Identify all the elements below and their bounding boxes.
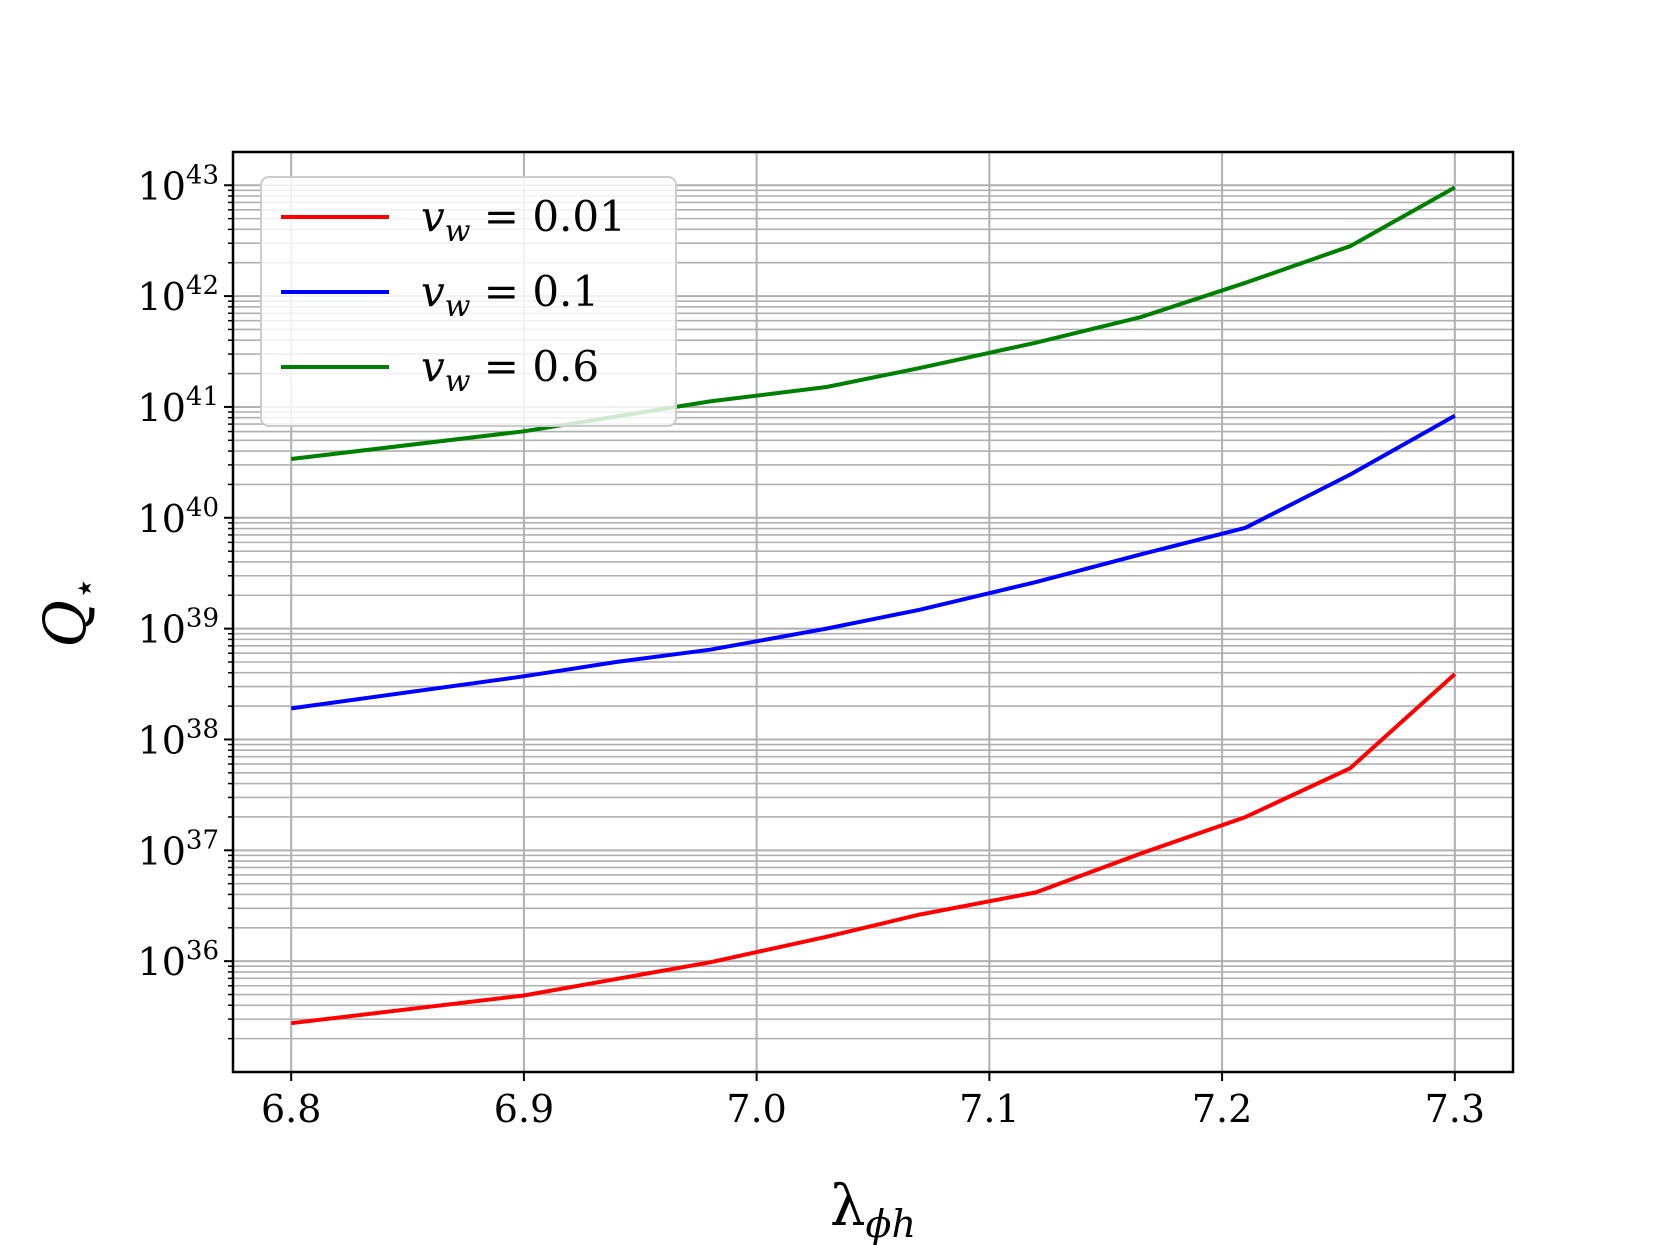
x-axis-label: λϕh [830, 1174, 916, 1245]
y-tick-label: 1037 [138, 825, 219, 873]
legend-label: vw = 0.1 [421, 267, 599, 324]
y-tick-label: 1038 [138, 714, 219, 762]
legend-label: vw = 0.6 [421, 342, 599, 399]
x-tick-label: 7.1 [959, 1087, 1019, 1131]
y-axis-label-main: Q [31, 600, 99, 648]
y-axis-label-sub: ⋆ [62, 576, 106, 600]
y-tick-label: 1036 [138, 936, 219, 984]
legend-label: vw = 0.01 [421, 192, 626, 249]
y-tick-label: 1040 [138, 493, 219, 541]
y-tick-label: 1039 [138, 604, 219, 652]
series-line [290, 414, 1456, 711]
y-axis-label: Q⋆ [31, 576, 106, 647]
legend: vw = 0.01 vw = 0.1 vw = 0.6 [260, 176, 677, 427]
x-tick-label: 6.9 [494, 1087, 554, 1131]
series-line [290, 672, 1457, 1026]
x-tick-label: 6.8 [261, 1087, 321, 1131]
x-tick-label: 7.3 [1425, 1087, 1485, 1131]
legend-box [260, 176, 677, 427]
x-axis-label-main: λ [830, 1174, 866, 1239]
tick-layer: 1036 1037 1038 1039 1040 1041 1042 1043 6.8 6.9 7.… [138, 160, 1485, 1131]
x-tick-label: 7.0 [726, 1087, 786, 1131]
y-tick-label: 1041 [138, 382, 219, 430]
x-tick-label: 7.2 [1192, 1087, 1252, 1131]
plot-frame [231, 150, 1515, 1074]
y-tick-label: 1043 [138, 160, 219, 208]
y-tick-label: 1042 [138, 271, 219, 319]
x-axis-label-sub: ϕh [866, 1202, 916, 1245]
